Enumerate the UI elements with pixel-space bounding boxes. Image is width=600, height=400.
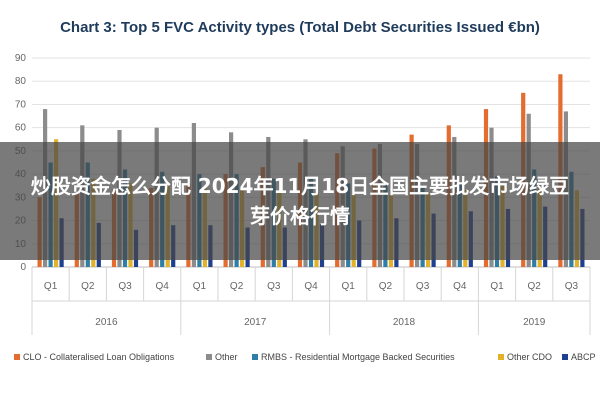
x-tick-label: Q3	[416, 281, 430, 292]
x-tick-label: Q1	[193, 281, 207, 292]
y-tick-label: 60	[15, 123, 27, 134]
x-tick-label: Q2	[230, 281, 244, 292]
y-tick-label: 90	[15, 53, 27, 64]
year-label: 2019	[523, 317, 546, 328]
legend-label: Other CDO	[507, 352, 552, 362]
x-tick-label: Q1	[490, 281, 504, 292]
legend-swatch	[252, 354, 258, 360]
legend-swatch	[562, 354, 568, 360]
legend-swatch	[206, 354, 212, 360]
x-tick-label: Q2	[81, 281, 95, 292]
year-label: 2018	[393, 317, 416, 328]
legend: CLO - Collateralised Loan Obligations Oth…	[14, 352, 596, 362]
y-tick-label: 80	[15, 76, 27, 87]
x-tick-label: Q4	[304, 281, 318, 292]
x-tick-label: Q4	[156, 281, 170, 292]
x-tick-label: Q4	[453, 281, 467, 292]
year-label: 2016	[95, 317, 118, 328]
y-tick-label: 0	[20, 262, 26, 273]
x-tick-label: Q1	[342, 281, 356, 292]
x-tick-label: Q3	[565, 281, 579, 292]
x-tick-label: Q2	[528, 281, 542, 292]
legend-swatch	[498, 354, 504, 360]
x-tick-label: Q3	[118, 281, 132, 292]
overlay-text: 炒股资金怎么分配 2024年11月18日全国主要批发市场绿豆芽价格行情	[30, 174, 570, 228]
legend-label: CLO - Collateralised Loan Obligations	[23, 352, 175, 362]
x-tick-label: Q2	[379, 281, 393, 292]
year-label: 2017	[244, 317, 267, 328]
text-overlay-banner: 炒股资金怎么分配 2024年11月18日全国主要批发市场绿豆芽价格行情	[0, 142, 600, 260]
x-tick-label: Q3	[267, 281, 281, 292]
legend-swatch	[14, 354, 20, 360]
x-tick-label: Q1	[44, 281, 58, 292]
legend-label: Other	[215, 352, 238, 362]
legend-label: RMBS - Residential Mortgage Backed Secur…	[261, 352, 455, 362]
legend-label: ABCP	[571, 352, 596, 362]
y-tick-label: 70	[15, 99, 27, 110]
x-axis: Q1 Q2 Q3 Q4 Q1 Q2 Q3 Q4 Q1 Q2 Q3 Q4 Q1 Q2 Q3 2016 2017 20…	[31, 267, 591, 335]
chart-title: Chart 3: Top 5 FVC Activity types (Total…	[60, 19, 540, 36]
